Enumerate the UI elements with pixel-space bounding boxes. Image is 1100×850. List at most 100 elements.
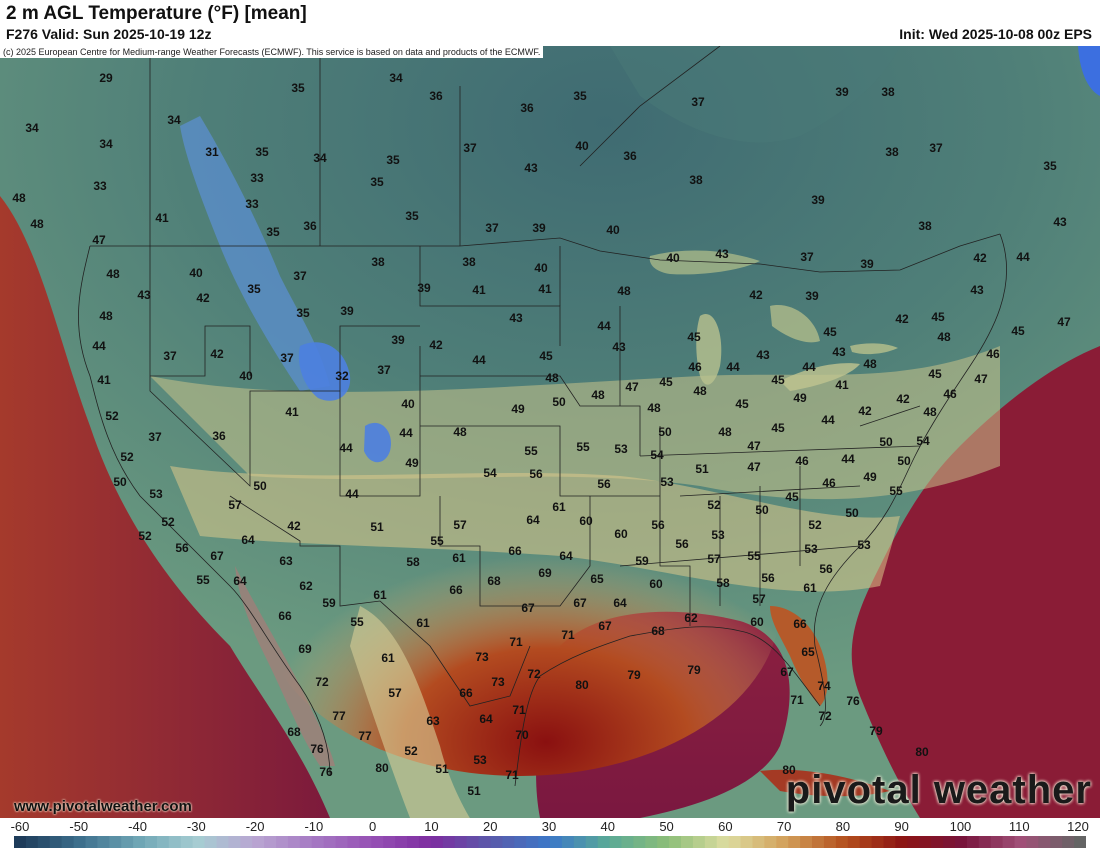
- colorbar-swatch: [347, 836, 360, 848]
- temperature-label: 71: [512, 703, 526, 717]
- temperature-label: 56: [651, 518, 665, 532]
- temperature-label: 41: [155, 211, 169, 225]
- colorbar-tick-label: -10: [304, 819, 324, 834]
- temperature-label: 38: [881, 85, 895, 99]
- colorbar-swatch: [835, 836, 849, 848]
- colorbar-swatch: [550, 836, 563, 848]
- temperature-label: 37: [485, 221, 499, 235]
- colorbar-swatch: [847, 836, 861, 848]
- temperature-label: 56: [761, 571, 775, 585]
- temperature-label: 37: [463, 141, 477, 155]
- colorbar-swatch: [490, 836, 503, 848]
- temperature-label: 56: [529, 467, 543, 481]
- colorbar-swatch: [526, 836, 539, 848]
- colorbar-tick-label: 30: [541, 819, 557, 834]
- temperature-label: 52: [808, 518, 822, 532]
- temperature-label: 49: [405, 456, 419, 470]
- temperature-label: 39: [835, 85, 849, 99]
- temperature-label: 35: [1043, 159, 1057, 173]
- temperature-label: 58: [406, 555, 420, 569]
- colorbar-swatch: [371, 836, 384, 848]
- us-mexico-border: [229, 495, 531, 707]
- temperature-label: 55: [350, 615, 364, 629]
- colorbar-swatch: [1026, 836, 1039, 848]
- state-borders: [149, 246, 660, 607]
- colorbar-swatch: [442, 836, 456, 848]
- lake-ontario: [850, 343, 898, 355]
- temperature-label: 61: [552, 500, 566, 514]
- lake-huron: [770, 305, 820, 343]
- temperature-label: 40: [534, 261, 548, 275]
- temperature-label: 44: [802, 360, 816, 374]
- colorbar-swatch: [133, 836, 146, 848]
- colorbar-swatch: [538, 836, 551, 848]
- temperature-label: 55: [889, 484, 903, 498]
- temperature-label: 45: [735, 397, 749, 411]
- colorbar-swatch: [97, 836, 110, 848]
- temperature-label: 45: [539, 349, 553, 363]
- temperature-label: 36: [429, 89, 443, 103]
- temperature-label: 64: [613, 596, 627, 610]
- colorbar-swatch: [264, 836, 277, 848]
- colorbar-swatch: [1038, 836, 1051, 848]
- init-time: Init: Wed 2025-10-08 00z EPS: [899, 26, 1092, 42]
- lake-michigan: [696, 314, 722, 385]
- temperature-label: 44: [345, 487, 359, 501]
- temperature-label: 34: [167, 113, 181, 127]
- valid-time: F276 Valid: Sun 2025-10-19 12z: [6, 26, 212, 42]
- colorbar-tick-label: -20: [245, 819, 265, 834]
- temperature-label: 77: [332, 709, 346, 723]
- colorbar-swatch: [1014, 836, 1027, 848]
- gulf-of-california: [235, 566, 335, 766]
- temperature-label: 68: [487, 574, 501, 588]
- temperature-label: 40: [239, 369, 253, 383]
- colorbar-swatch: [681, 836, 694, 848]
- borders: [78, 46, 1007, 787]
- temperature-label: 63: [279, 554, 293, 568]
- temperature-label: 37: [377, 363, 391, 377]
- temperature-label: 45: [659, 375, 673, 389]
- colorbar-swatch: [216, 836, 229, 848]
- colorbar-swatch: [704, 836, 718, 848]
- colorbar-swatch: [621, 836, 634, 848]
- temperature-label: 40: [401, 397, 415, 411]
- temperature-label: 55: [524, 444, 538, 458]
- temperature-label: 48: [30, 217, 44, 231]
- colorbar-swatch: [25, 836, 39, 848]
- colorbar: [14, 836, 1086, 848]
- temperature-label: 35: [296, 306, 310, 320]
- temperature-label: 45: [771, 421, 785, 435]
- temperature-label: 35: [255, 145, 269, 159]
- temperature-label: 43: [524, 161, 538, 175]
- sangre-cold: [364, 422, 391, 463]
- colorbar-tick-label: -30: [186, 819, 206, 834]
- colorbar-tick-label: 0: [369, 819, 377, 834]
- colorbar-tick-label: 80: [835, 819, 851, 834]
- temperature-label: 71: [790, 693, 804, 707]
- temperature-label: 35: [573, 89, 587, 103]
- temperature-label: 32: [335, 369, 349, 383]
- gulf-coast: [514, 626, 821, 787]
- colorbar-swatch: [311, 836, 325, 848]
- temperature-label: 64: [479, 712, 493, 726]
- temperature-label: 77: [358, 729, 372, 743]
- temperature-label: 35: [291, 81, 305, 95]
- colorbar-swatch: [692, 836, 706, 848]
- website-link[interactable]: www.pivotalweather.com: [14, 798, 192, 815]
- temperature-label: 47: [747, 439, 761, 453]
- colorbar-swatch: [418, 836, 432, 848]
- temperature-label: 55: [576, 440, 590, 454]
- temperature-label: 61: [381, 651, 395, 665]
- temperature-label: 45: [823, 325, 837, 339]
- temperature-label: 44: [92, 339, 106, 353]
- temperature-label: 42: [973, 251, 987, 265]
- colorbar-swatch: [49, 836, 63, 848]
- temperature-label: 67: [598, 619, 612, 633]
- temperature-label: 40: [666, 251, 680, 265]
- temperature-label: 43: [137, 288, 151, 302]
- colorbar-swatch: [109, 836, 122, 848]
- colorbar-tick-label: -60: [10, 819, 30, 834]
- temperature-label: 50: [845, 506, 859, 520]
- us-canada-border: [90, 233, 1001, 273]
- temperature-label: 53: [149, 487, 163, 501]
